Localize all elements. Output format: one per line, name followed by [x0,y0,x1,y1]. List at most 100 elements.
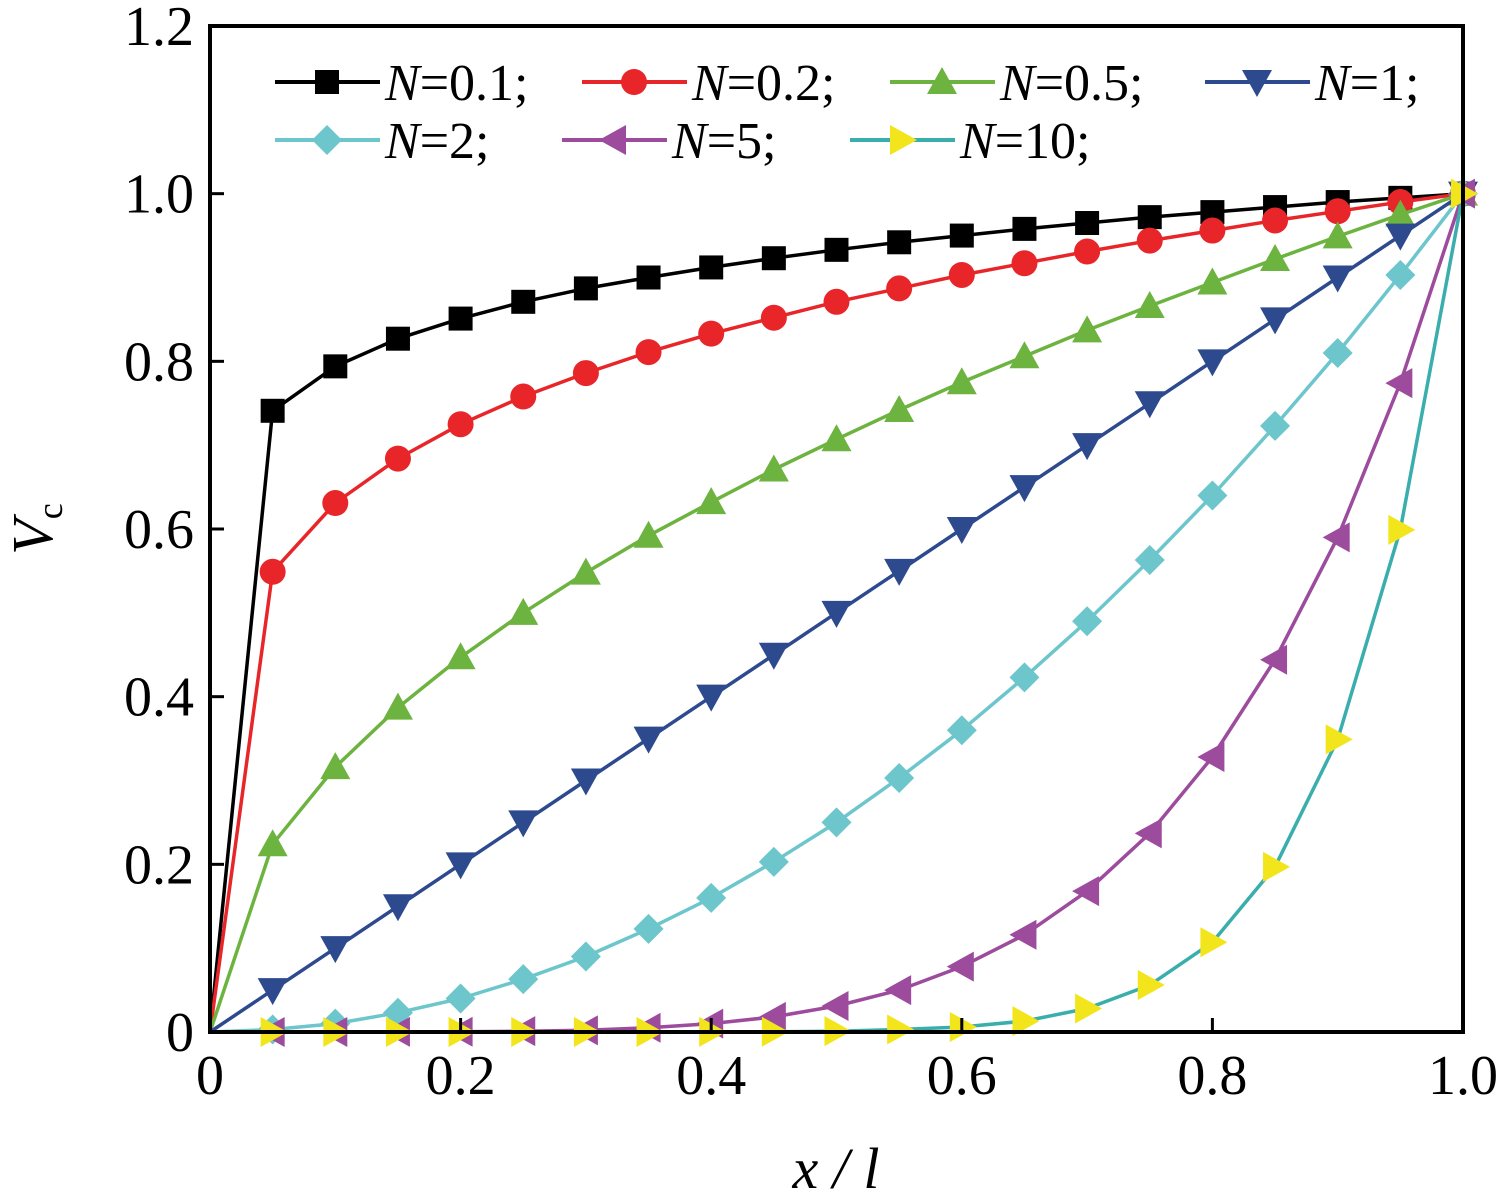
data-point [1199,217,1226,244]
series-3 [208,178,1478,1033]
data-point [257,978,288,1006]
data-point [1134,391,1165,419]
y-axis-title-main: V [0,513,65,555]
series-2 [208,180,1476,1033]
y-tick-label: 0 [166,1002,194,1064]
series-5 [209,178,1478,1045]
data-point [636,265,661,290]
data-point [1137,205,1162,230]
legend-marker [1242,70,1272,97]
data-point [448,306,473,331]
data-point [1012,1006,1040,1037]
legend-marker [312,125,342,155]
y-tick-label: 0.8 [124,331,194,393]
data-point [1075,211,1100,236]
data-point [384,445,411,472]
y-axis-title: Vc [0,503,70,554]
data-point [824,237,849,262]
y-tick-label: 0.4 [124,667,194,729]
data-point [1136,227,1163,254]
data-point [259,558,286,585]
data-point [946,951,974,982]
data-point [320,936,351,964]
data-point [320,752,351,780]
legend-label: N=0.2; [691,55,835,112]
data-point [633,520,664,548]
data-point [696,487,727,515]
data-point [1072,606,1103,637]
data-point [1260,410,1291,441]
x-tick-label: 0.6 [927,1045,997,1107]
y-axis-title-subscript: c [30,503,70,519]
legend-marker [315,70,339,94]
data-point [758,1001,786,1032]
y-tick-label: 1.0 [124,164,194,226]
data-point [887,1014,915,1045]
data-point [1260,644,1288,675]
data-point [633,913,664,944]
data-point [1197,480,1228,511]
data-point [1009,662,1040,693]
data-point [1322,265,1353,293]
data-point [1197,267,1228,295]
data-point [1322,522,1350,553]
data-point [382,997,413,1028]
legend-marker [621,69,647,95]
data-point [635,339,662,366]
data-point [1009,919,1037,950]
data-point [1072,433,1103,461]
data-point [572,360,599,387]
data-point [508,597,539,625]
data-point [511,289,536,314]
data-point [946,715,977,746]
data-point [1200,927,1228,958]
data-point [1262,207,1289,234]
data-point [382,894,413,922]
data-point [322,490,349,517]
data-point [260,398,285,423]
legend-label: N=1; [1314,55,1419,112]
data-point [1385,223,1416,251]
data-point [884,558,915,586]
data-point [758,846,789,877]
data-point [761,246,786,271]
data-point [385,326,410,351]
data-point [699,255,724,280]
x-tick-label: 0 [196,1045,224,1107]
data-point [1197,742,1225,773]
data-point [445,983,476,1014]
data-point [698,320,725,347]
data-point [445,642,476,670]
data-point [696,882,727,913]
data-point [1009,341,1040,369]
data-point [821,807,852,838]
data-point [445,852,476,880]
data-point [1075,993,1103,1024]
data-point [821,991,849,1022]
data-point [1197,349,1228,377]
data-point [946,367,977,395]
data-point [758,642,789,670]
y-tick-label: 0.6 [124,499,194,561]
data-point [633,726,664,754]
data-point [1009,475,1040,503]
legend-item: N=1; [1205,55,1419,112]
data-point [1385,199,1416,227]
data-point [1325,724,1353,755]
x-tick-label: 0.4 [676,1045,746,1107]
data-point [1074,238,1101,265]
legend: N=0.1; N=0.2; N=0.5; N=1; N=2; N=5; N=10; [275,55,1419,170]
data-point [323,354,348,379]
data-point [884,975,912,1006]
data-point [1134,291,1165,319]
data-point [949,223,974,248]
data-point [257,829,288,857]
data-point [1385,368,1413,399]
data-point [1072,876,1100,907]
data-point [884,762,915,793]
legend-item: N=0.5; [890,55,1143,112]
legend-label: N=2; [384,113,489,170]
y-tick-label: 1.2 [124,0,194,58]
data-point [1322,221,1353,249]
